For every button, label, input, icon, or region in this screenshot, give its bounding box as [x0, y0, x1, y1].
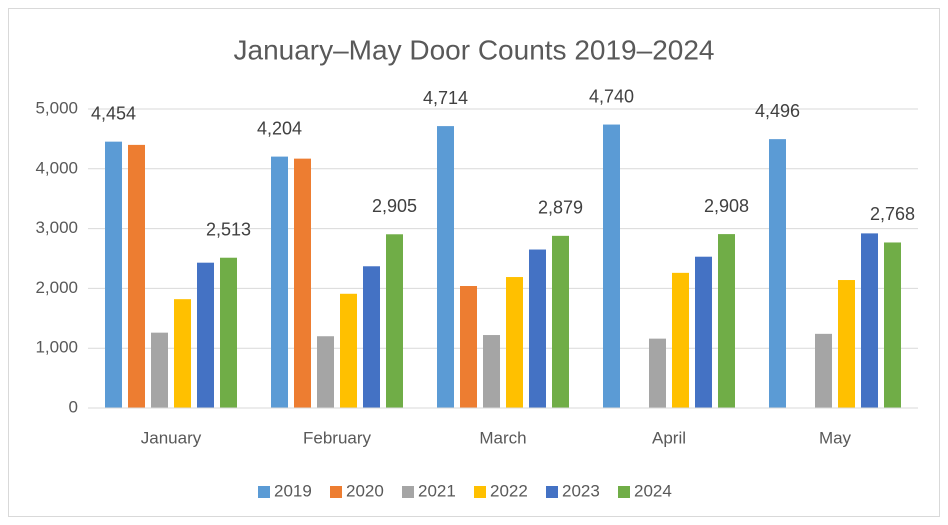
legend-label: 2021	[418, 481, 456, 500]
bar	[552, 235, 569, 408]
bar	[105, 141, 122, 408]
legend-swatch	[258, 486, 270, 498]
y-tick-label: 3,000	[35, 218, 78, 237]
bar	[460, 286, 477, 408]
bar	[294, 158, 311, 408]
bar	[220, 257, 237, 408]
x-tick-label: January	[141, 428, 202, 447]
bar	[672, 272, 689, 408]
bar	[815, 333, 832, 408]
bar	[695, 256, 712, 408]
legend-swatch	[546, 486, 558, 498]
bar	[317, 336, 334, 408]
bar	[603, 124, 620, 408]
data-label: 4,496	[755, 101, 800, 121]
bar	[861, 233, 878, 408]
legend-label: 2022	[490, 481, 528, 500]
y-tick-label: 5,000	[35, 98, 78, 117]
data-label: 4,714	[423, 88, 468, 108]
y-tick-label: 1,000	[35, 338, 78, 357]
legend-swatch	[330, 486, 342, 498]
bar	[649, 338, 666, 408]
data-label: 2,905	[372, 196, 417, 216]
y-tick-label: 2,000	[35, 278, 78, 297]
bar	[128, 144, 145, 408]
legend-label: 2024	[634, 481, 672, 500]
data-label: 2,908	[704, 196, 749, 216]
data-label: 4,204	[257, 118, 302, 138]
bar	[174, 299, 191, 408]
y-tick-label: 4,000	[35, 158, 78, 177]
bar	[769, 139, 786, 408]
data-label: 2,879	[538, 198, 583, 218]
bar	[363, 266, 380, 408]
bar	[838, 280, 855, 408]
legend-label: 2023	[562, 481, 600, 500]
bar	[884, 242, 901, 408]
data-label: 4,740	[589, 86, 634, 106]
data-label: 2,513	[206, 219, 251, 239]
bar	[386, 234, 403, 408]
x-tick-label: April	[652, 428, 686, 447]
legend-label: 2019	[274, 481, 312, 500]
bar	[151, 332, 168, 408]
legend-swatch	[402, 486, 414, 498]
x-tick-label: March	[479, 428, 526, 447]
legend-label: 2020	[346, 481, 384, 500]
x-tick-label: February	[303, 428, 372, 447]
bar	[483, 335, 500, 408]
chart-title: January–May Door Counts 2019–2024	[234, 34, 715, 65]
legend-swatch	[618, 486, 630, 498]
bar	[437, 126, 454, 409]
bar	[197, 262, 214, 408]
data-label: 4,454	[91, 103, 136, 123]
bar	[271, 156, 288, 408]
y-tick-label: 0	[69, 397, 78, 416]
bar	[529, 249, 546, 408]
bar	[340, 293, 357, 408]
x-tick-label: May	[819, 428, 852, 447]
legend-swatch	[474, 486, 486, 498]
bar	[506, 277, 523, 408]
data-label: 2,768	[870, 204, 915, 224]
bar	[718, 234, 735, 408]
